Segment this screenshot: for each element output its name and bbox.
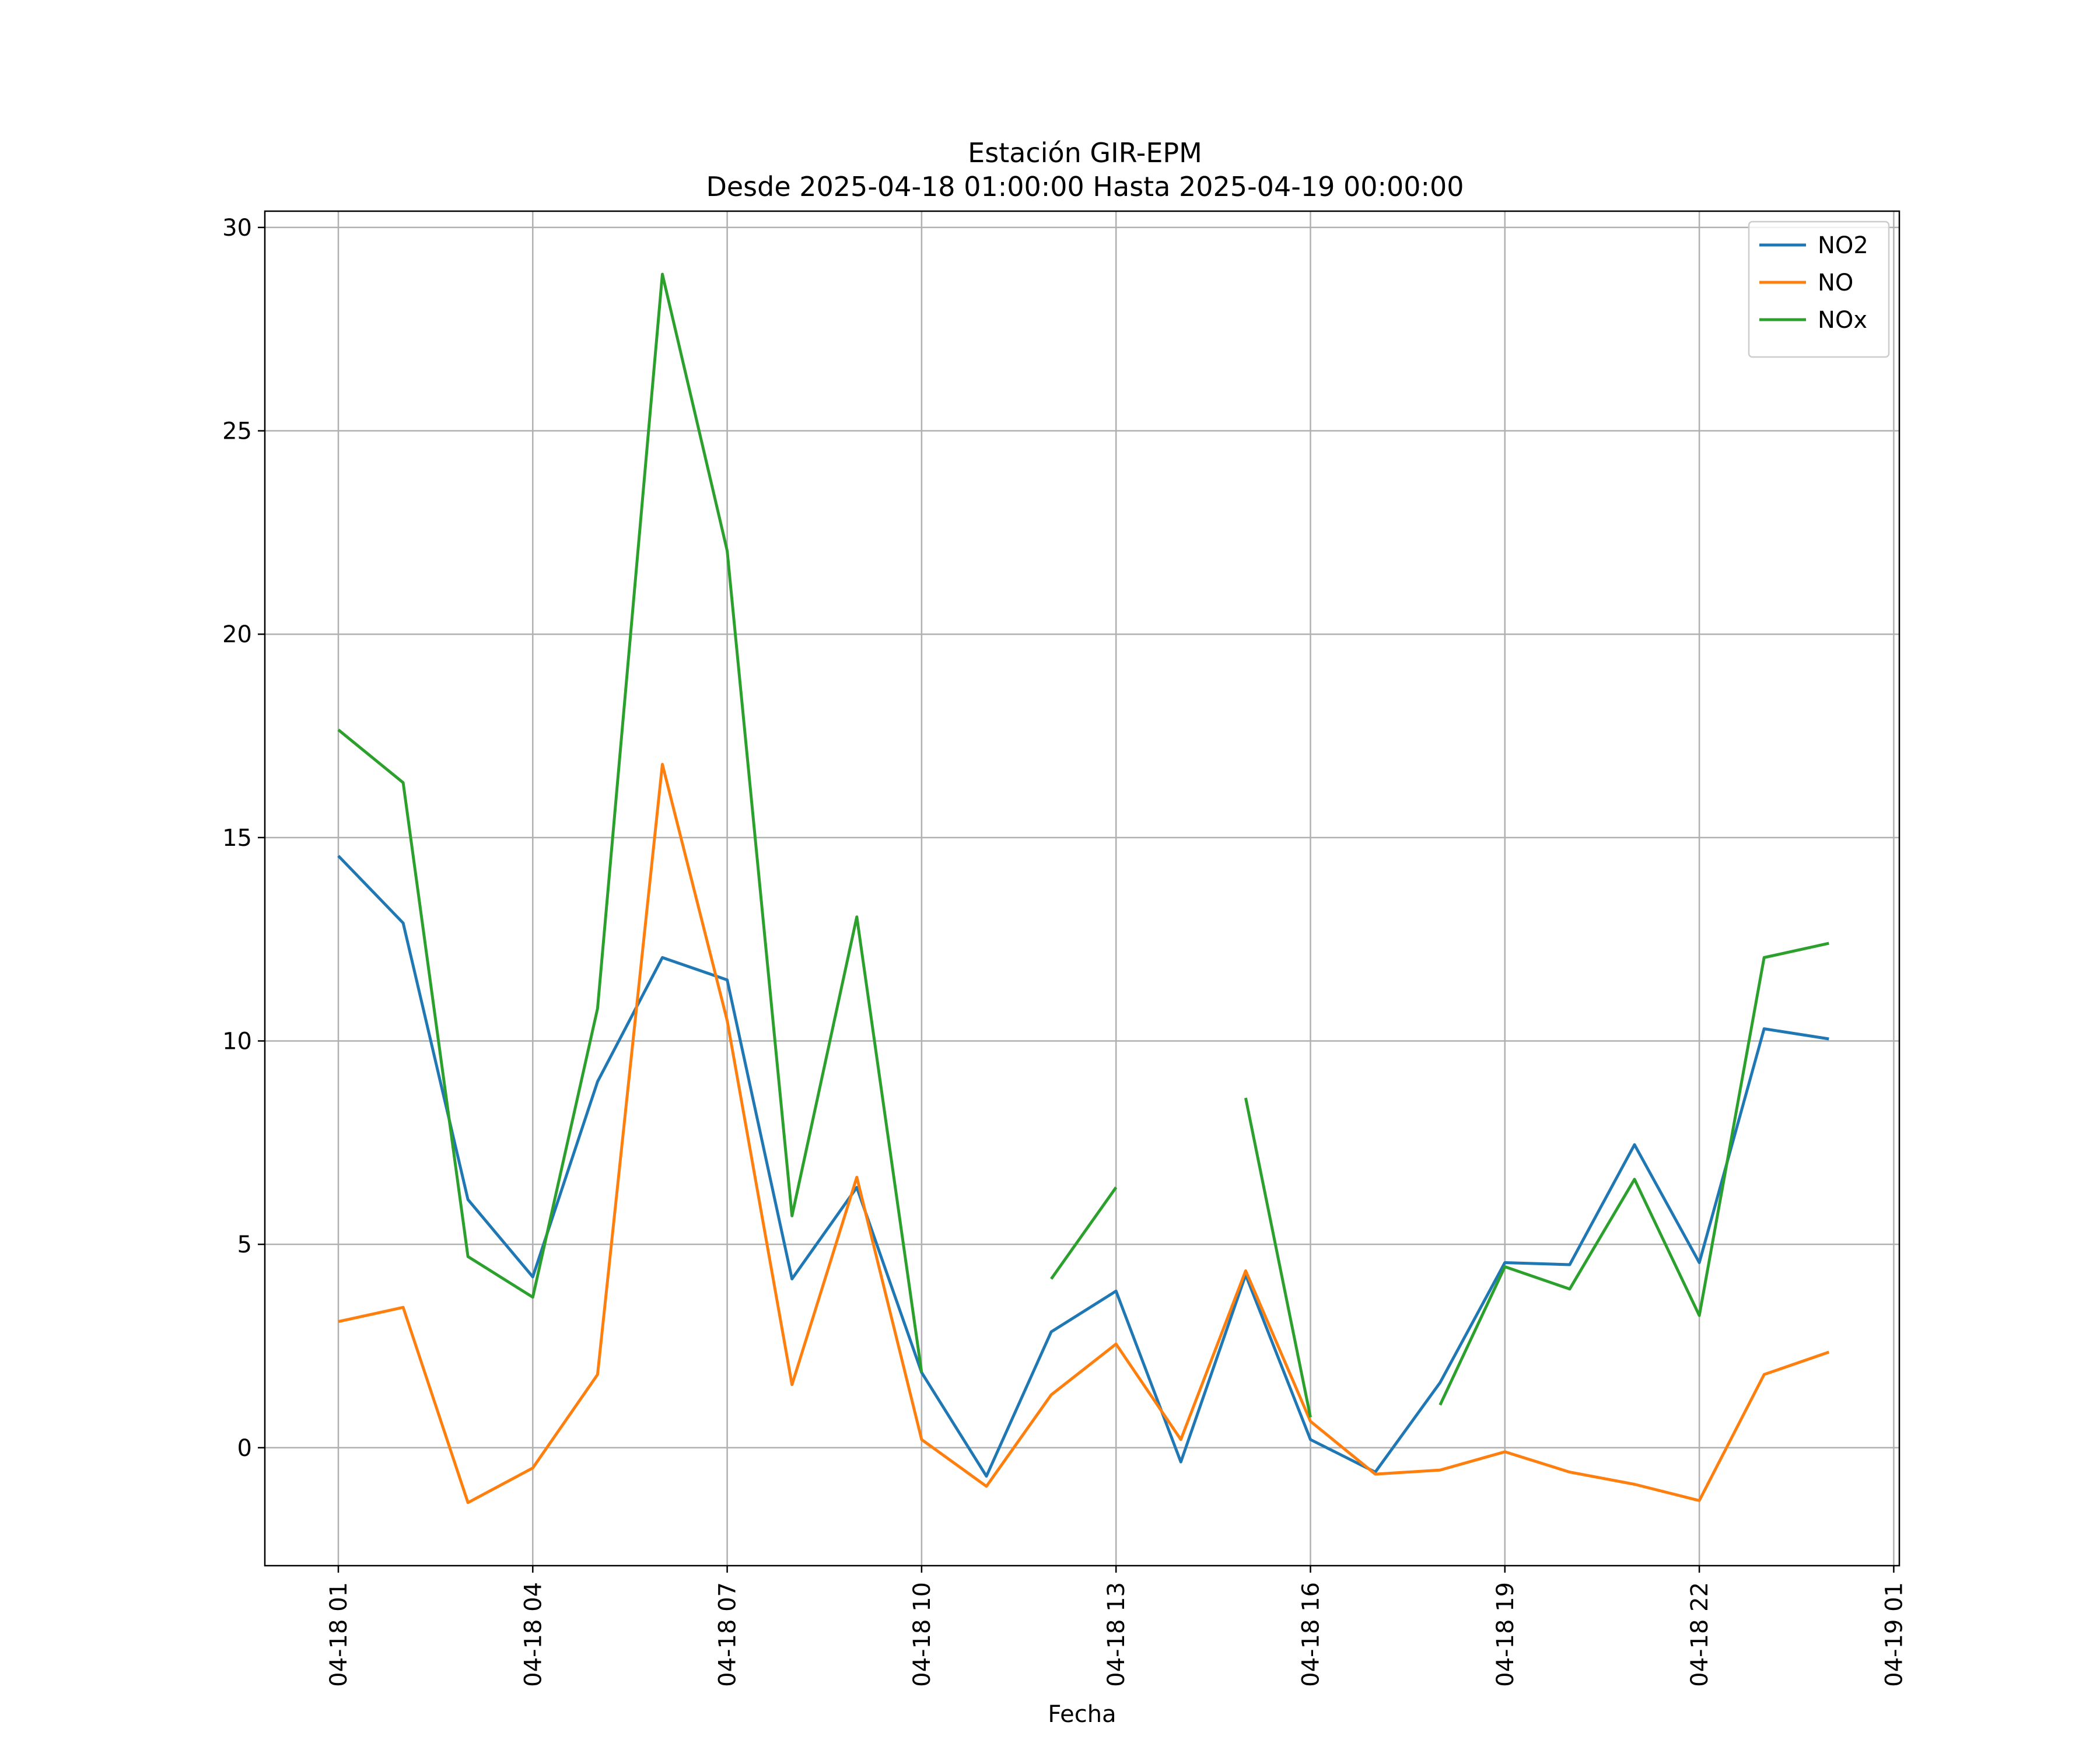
x-tick-label: 04-18 01 (326, 1582, 352, 1687)
y-tick-label: 5 (237, 1231, 252, 1258)
x-axis-ticks: 04-18 01 04-18 04 04-18 07 04-18 10 04-18 13… (326, 1566, 1908, 1687)
y-tick-label: 20 (222, 621, 252, 648)
y-axis-ticks: 0 5 10 15 20 25 30 (222, 215, 265, 1462)
x-tick-label: 04-18 22 (1686, 1582, 1713, 1687)
chart-title-line1: Estación GIR-EPM (968, 137, 1202, 169)
legend-box (1748, 220, 1890, 358)
x-axis-label: Fecha (1048, 1701, 1116, 1728)
x-tick-label: 04-18 10 (909, 1582, 936, 1687)
x-tick-label: 04-18 16 (1298, 1582, 1325, 1687)
series-line-nox (337, 272, 923, 1373)
x-tick-label: 04-18 19 (1492, 1582, 1519, 1687)
series-line-no2 (337, 855, 1829, 1478)
series-lines (337, 272, 1830, 1504)
legend: NO2 NO NOx (1748, 220, 1890, 358)
series-line-nox (1438, 942, 1829, 1406)
grid (265, 211, 1899, 1566)
legend-label-no: NO (1818, 270, 1853, 296)
y-tick-label: 25 (222, 418, 252, 445)
legend-label-no2: NO2 (1818, 232, 1868, 259)
series-line-nox (1050, 1186, 1118, 1280)
y-tick-label: 30 (222, 215, 252, 242)
x-tick-label: 04-18 07 (715, 1582, 741, 1687)
chart-title-line2: Desde 2025-04-18 01:00:00 Hasta 2025-04-… (706, 171, 1464, 202)
plot-frame (264, 210, 1901, 1567)
x-tick-label: 04-19 01 (1881, 1582, 1908, 1687)
x-tick-label: 04-18 13 (1103, 1582, 1130, 1687)
y-tick-label: 0 (237, 1435, 252, 1462)
y-tick-label: 10 (222, 1028, 252, 1055)
y-tick-label: 15 (222, 825, 252, 852)
series-line-no (338, 762, 1830, 1504)
legend-label-nox: NOx (1818, 307, 1867, 334)
x-tick-label: 04-18 04 (520, 1582, 547, 1687)
series-line-nox (1244, 1097, 1312, 1418)
